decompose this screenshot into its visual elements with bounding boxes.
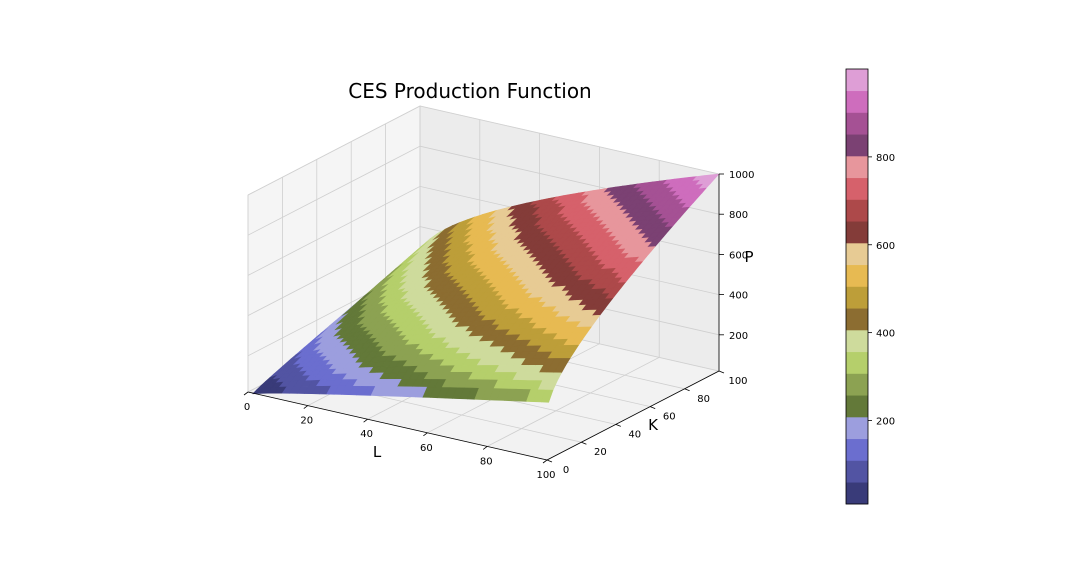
- x-tick-mark: [303, 405, 309, 409]
- colorbar-segment: [846, 482, 868, 505]
- y-axis-ticks: 0 20 40 60 80 100: [546, 370, 748, 476]
- colorbar-segment: [846, 243, 868, 266]
- colorbar-segment: [846, 460, 868, 483]
- colorbar-tick-label: 800: [876, 153, 895, 164]
- z-tick-label: 1000: [729, 170, 754, 181]
- colorbar-segment: [846, 69, 868, 92]
- y-tick-mark: [615, 424, 621, 427]
- colorbar-frame: [845, 68, 869, 505]
- colorbar-segment: [846, 199, 868, 222]
- x-axis-ticks: 0 20 40 60 80 100: [243, 391, 556, 481]
- z-gridline: [247, 105, 720, 196]
- surface-plot: [252, 173, 720, 403]
- colorbar-tick-label: 600: [876, 241, 895, 252]
- y-tick-label: 60: [663, 412, 676, 423]
- colorbar-segment: [846, 286, 868, 309]
- y-tick-mark: [684, 388, 690, 392]
- x-tick-label: 20: [300, 416, 313, 427]
- colorbar-segment: [846, 156, 868, 179]
- x-axis-line: [247, 391, 548, 461]
- colorbar-segment: [846, 373, 868, 396]
- colorbar-segment: [846, 134, 868, 157]
- x-tick-label: 80: [480, 456, 493, 467]
- colorbar-segment: [846, 90, 868, 113]
- x-tick-mark: [542, 459, 548, 464]
- y-axis-line: [546, 370, 720, 461]
- y-tick-label: 100: [728, 376, 747, 387]
- z-tick-label: 600: [729, 250, 748, 261]
- x-tick-label: 40: [360, 429, 373, 440]
- y-tick-mark: [718, 370, 725, 374]
- y-tick-label: 80: [697, 394, 710, 405]
- x-tick-label: 0: [244, 402, 250, 413]
- x-tick-mark: [363, 418, 368, 423]
- x-axis-label: L: [373, 443, 382, 461]
- y-tick-label: 20: [594, 447, 607, 458]
- z-axis-label: P: [744, 248, 753, 266]
- colorbar-segment: [846, 395, 868, 418]
- axes: [247, 174, 720, 461]
- x-tick-mark: [423, 432, 428, 437]
- colorbar-ticks: 200 400 600 800: [868, 153, 895, 428]
- z-tick-label: 200: [729, 331, 748, 342]
- x-tick-mark: [243, 391, 249, 396]
- z-tick-label: 400: [729, 291, 748, 302]
- y-tick-label: 40: [628, 429, 641, 440]
- chart-title: CES Production Function: [348, 79, 592, 103]
- y-axis-label: K: [648, 416, 659, 434]
- colorbar-segment: [846, 177, 868, 200]
- colorbar-segment: [846, 221, 868, 244]
- z-tick-label: 800: [729, 210, 748, 221]
- z-axis-ticks: 200 400 600 800 1000: [719, 170, 754, 342]
- y-tick-mark: [546, 459, 553, 463]
- colorbar-segment: [846, 330, 868, 353]
- y-tick-mark: [650, 406, 656, 409]
- colorbar: [845, 68, 869, 505]
- colorbar-segment: [846, 351, 868, 374]
- x-tick-label: 60: [420, 443, 433, 454]
- colorbar-segment: [846, 112, 868, 135]
- surface-patch: [540, 389, 554, 403]
- x-tick-label: 100: [536, 470, 555, 481]
- colorbar-tick-label: 400: [876, 329, 895, 340]
- x-tick-mark: [482, 446, 488, 450]
- y-tick-mark: [581, 441, 587, 445]
- colorbar-tick-label: 200: [876, 417, 895, 428]
- colorbar-segment: [846, 417, 868, 440]
- colorbar-segment: [846, 438, 868, 461]
- colorbar-segment: [846, 308, 868, 331]
- colorbar-segment: [846, 264, 868, 287]
- y-tick-label: 0: [563, 465, 569, 476]
